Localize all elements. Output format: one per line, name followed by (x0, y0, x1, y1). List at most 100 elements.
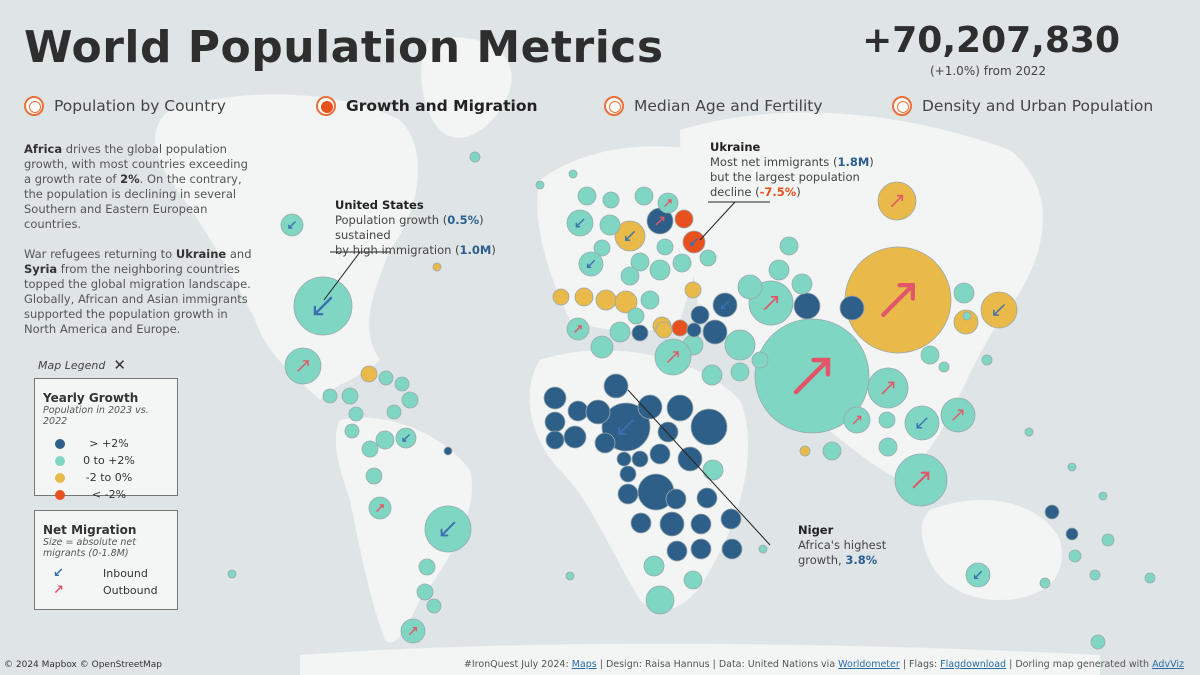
country-bubble[interactable] (348, 406, 364, 422)
country-bubble[interactable] (938, 361, 950, 373)
country-bubble[interactable] (603, 373, 629, 399)
country-bubble[interactable] (614, 290, 638, 314)
country-bubble[interactable] (616, 451, 632, 467)
country-bubble[interactable] (590, 335, 614, 359)
country-bubble[interactable] (361, 440, 379, 458)
country-bubble[interactable] (730, 362, 750, 382)
country-bubble[interactable] (552, 288, 570, 306)
country-bubble[interactable] (657, 421, 679, 443)
country-bubble[interactable] (878, 411, 896, 429)
country-bubble[interactable] (659, 511, 685, 537)
country-bubble[interactable] (690, 305, 710, 325)
flagdownload-link[interactable]: Flagdownload (940, 659, 1007, 670)
country-bubble[interactable] (631, 450, 649, 468)
country-bubble[interactable] (962, 311, 972, 321)
country-bubble[interactable] (839, 295, 865, 321)
country-bubble[interactable] (684, 281, 702, 299)
country-bubble[interactable] (1144, 572, 1156, 584)
country-bubble[interactable] (595, 289, 617, 311)
country-bubble[interactable] (699, 249, 717, 267)
country-bubble[interactable] (544, 411, 566, 433)
country-bubble[interactable] (599, 214, 621, 236)
country-bubble[interactable] (690, 513, 712, 535)
close-icon[interactable]: ✕ (113, 356, 126, 374)
country-bubble[interactable] (1089, 569, 1101, 581)
country-bubble[interactable] (563, 425, 587, 449)
country-bubble[interactable] (426, 598, 442, 614)
country-bubble[interactable] (656, 238, 674, 256)
country-bubble[interactable] (585, 399, 611, 425)
country-bubble[interactable] (344, 423, 360, 439)
worldometer-link[interactable]: Worldometer (838, 659, 900, 670)
country-bubble[interactable] (631, 324, 649, 342)
country-bubble[interactable] (666, 394, 694, 422)
country-bubble[interactable] (720, 508, 742, 530)
country-bubble[interactable] (1098, 491, 1108, 501)
country-bubble[interactable] (793, 292, 821, 320)
maps-link[interactable]: Maps (571, 659, 597, 670)
country-bubble[interactable] (751, 351, 769, 369)
country-bubble[interactable] (401, 391, 419, 409)
country-bubble[interactable] (953, 309, 979, 335)
country-bubble[interactable] (567, 400, 589, 422)
country-bubble[interactable] (671, 319, 689, 337)
country-bubble[interactable] (649, 259, 671, 281)
country-bubble[interactable] (365, 467, 383, 485)
country-bubble[interactable] (378, 370, 394, 386)
country-bubble[interactable] (1044, 504, 1060, 520)
country-bubble[interactable] (1067, 462, 1077, 472)
country-bubble[interactable] (981, 354, 993, 366)
country-bubble[interactable] (768, 259, 790, 281)
country-bubble[interactable] (920, 345, 940, 365)
country-bubble[interactable] (690, 538, 712, 560)
country-bubble[interactable] (637, 394, 663, 420)
country-bubble[interactable] (822, 441, 842, 461)
country-bubble[interactable] (953, 282, 975, 304)
country-bubble[interactable] (619, 465, 637, 483)
country-bubble[interactable] (568, 169, 578, 179)
tab-density-and-urban-population[interactable]: Density and Urban Population (892, 96, 1153, 116)
country-bubble[interactable] (418, 558, 436, 576)
country-bubble[interactable] (1090, 634, 1106, 650)
country-bubble[interactable] (609, 321, 631, 343)
country-bubble[interactable] (394, 376, 410, 392)
country-bubble[interactable] (341, 387, 359, 405)
country-bubble[interactable] (666, 540, 688, 562)
country-bubble[interactable] (630, 252, 650, 272)
country-bubble[interactable] (791, 273, 813, 295)
country-bubble[interactable] (565, 571, 575, 581)
country-bubble[interactable] (416, 583, 434, 601)
country-bubble[interactable] (469, 151, 481, 163)
country-bubble[interactable] (543, 386, 567, 410)
country-bubble[interactable] (1101, 533, 1115, 547)
country-bubble[interactable] (696, 487, 718, 509)
tab-growth-and-migration[interactable]: Growth and Migration (316, 96, 538, 116)
country-bubble[interactable] (360, 365, 378, 383)
country-bubble[interactable] (640, 290, 660, 310)
country-bubble[interactable] (443, 446, 453, 456)
country-bubble[interactable] (701, 364, 723, 386)
country-bubble[interactable] (432, 262, 442, 272)
country-bubble[interactable] (702, 459, 724, 481)
country-bubble[interactable] (375, 430, 395, 450)
country-bubble[interactable] (1068, 549, 1082, 563)
country-bubble[interactable] (1039, 577, 1051, 589)
country-bubble[interactable] (602, 191, 620, 209)
country-bubble[interactable] (779, 236, 799, 256)
country-bubble[interactable] (594, 432, 616, 454)
country-bubble[interactable] (724, 329, 756, 361)
country-bubble[interactable] (535, 180, 545, 190)
country-bubble[interactable] (617, 483, 639, 505)
country-bubble[interactable] (655, 321, 673, 339)
country-bubble[interactable] (672, 253, 692, 273)
country-bubble[interactable] (702, 319, 728, 345)
country-bubble[interactable] (677, 446, 703, 472)
country-bubble[interactable] (649, 443, 671, 465)
country-bubble[interactable] (690, 408, 728, 446)
country-bubble[interactable] (721, 538, 743, 560)
country-bubble[interactable] (643, 555, 665, 577)
country-bubble[interactable] (683, 570, 703, 590)
country-bubble[interactable] (634, 186, 654, 206)
country-bubble[interactable] (674, 209, 694, 229)
